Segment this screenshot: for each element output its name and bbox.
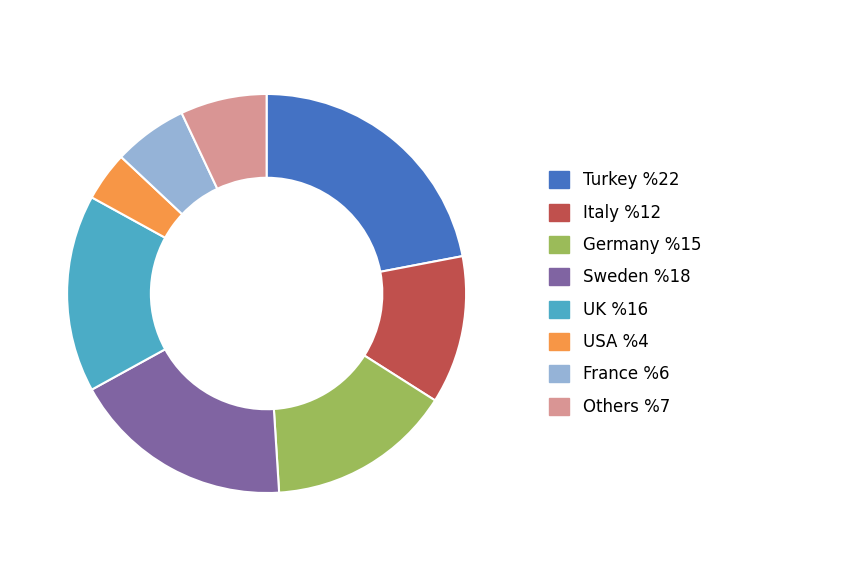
Wedge shape — [92, 157, 182, 238]
Wedge shape — [267, 94, 463, 272]
Wedge shape — [92, 349, 280, 493]
Wedge shape — [273, 356, 435, 492]
Wedge shape — [365, 256, 466, 400]
Wedge shape — [67, 197, 165, 390]
Wedge shape — [121, 113, 218, 214]
Wedge shape — [181, 94, 267, 189]
Legend: Turkey %22, Italy %12, Germany %15, Sweden %18, UK %16, USA %4, France %6, Other: Turkey %22, Italy %12, Germany %15, Swed… — [550, 171, 701, 416]
